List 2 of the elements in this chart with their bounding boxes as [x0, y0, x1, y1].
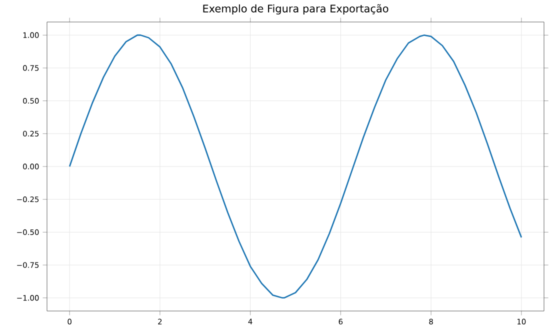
- line-series: [68, 34, 522, 299]
- chart-title: Exemplo de Figura para Exportação: [203, 4, 388, 14]
